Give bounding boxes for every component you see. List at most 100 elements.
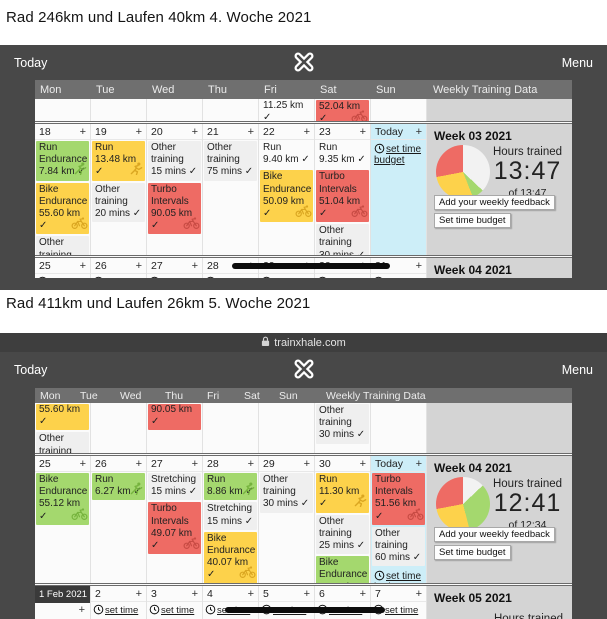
activity-entry[interactable]: Bike Endurance 50.09 km ✓ xyxy=(260,170,313,223)
menu-button[interactable]: Menu xyxy=(561,363,593,377)
add-activity-button[interactable]: + xyxy=(191,259,198,272)
activity-entry[interactable]: Other training✓ xyxy=(36,236,89,255)
set-time-link[interactable]: set time xyxy=(203,274,258,278)
set-time-label: set time xyxy=(105,277,138,278)
activity-entry[interactable]: Other training✓ xyxy=(36,432,89,453)
browser-address-bar[interactable]: trainxhale.com xyxy=(0,333,607,352)
set-time-budget-button[interactable]: Set time budget xyxy=(434,545,511,560)
day-cell-4: 4+set time xyxy=(203,586,259,619)
week-row-25-31: 25 + Bike Endurance 55.12 km ✓ 26 + Run 6.27 km… xyxy=(35,453,572,583)
add-activity-button[interactable]: + xyxy=(135,259,142,272)
activity-value: 30 mins ✓ xyxy=(319,249,366,256)
set-time-link[interactable]: set time xyxy=(315,274,370,278)
day-number: 18 xyxy=(39,126,51,138)
set-time-link[interactable]: set time xyxy=(147,274,202,278)
activity-entry[interactable]: Run 8.86 km ✓ xyxy=(204,473,257,501)
weekly-training-panel: Week 04 2021 Hours trained 12:41 of 12:3… xyxy=(427,456,572,583)
activity-entry[interactable]: Stretching 15 mins ✓ xyxy=(148,473,201,501)
add-activity-button[interactable]: + xyxy=(135,587,142,600)
activity-label: Other training xyxy=(319,515,352,539)
day-cell-7: 7 + set time xyxy=(371,586,427,619)
activity-entry[interactable]: Run 13.48 km ✓ xyxy=(92,141,145,181)
activity-entry[interactable]: Run 6.27 km ✓ xyxy=(92,473,145,501)
activity-entry[interactable]: Turbo Intervals 90.05 km ✓ xyxy=(148,182,201,235)
set-time-label: set time xyxy=(105,605,139,616)
today-button[interactable]: Today xyxy=(14,363,48,377)
add-activity-button[interactable]: + xyxy=(359,457,366,470)
day-number: 30 xyxy=(319,458,331,470)
add-activity-button[interactable]: + xyxy=(303,457,310,470)
add-activity-button[interactable]: + xyxy=(247,587,254,600)
add-activity-button[interactable]: + xyxy=(79,125,86,138)
add-activity-button[interactable]: + xyxy=(79,457,86,470)
add-activity-button[interactable]: + xyxy=(359,587,366,600)
activity-entry[interactable]: Other training 30 mins ✓ xyxy=(316,224,369,255)
add-activity-button[interactable]: + xyxy=(191,587,198,600)
day-header-thu: Thu xyxy=(165,389,184,402)
add-activity-button[interactable]: + xyxy=(79,259,86,272)
activity-entry[interactable]: Other training 15 mins ✓ xyxy=(148,141,201,181)
hours-pie-chart xyxy=(436,145,490,199)
set-time-link[interactable]: set time xyxy=(259,274,314,278)
add-activity-button[interactable]: + xyxy=(191,457,198,470)
activity-entry[interactable]: Other training 75 mins ✓ xyxy=(204,141,257,181)
add-activity-button[interactable]: + xyxy=(415,259,422,272)
activity-entry[interactable]: Bike Endurance 55.12 km ✓ xyxy=(36,473,89,525)
activity-entry[interactable]: Other training 30 mins ✓ xyxy=(260,473,313,513)
activity-entry[interactable]: 90.05 km ✓ xyxy=(148,404,201,431)
add-activity-button[interactable]: + xyxy=(415,125,422,138)
weekly-training-panel-next: Week 04 2021 Hours trained xyxy=(427,258,572,278)
set-time-link[interactable]: set time xyxy=(91,274,146,278)
add-activity-button[interactable]: + xyxy=(247,457,254,470)
menu-button[interactable]: Menu xyxy=(561,56,593,70)
activity-entry[interactable]: Bike Endurance 55.60 km ✓ xyxy=(36,182,89,235)
activity-value: 13.48 km ✓ xyxy=(95,154,137,178)
activity-entry[interactable]: Bike Endurance70.43 km ✓ xyxy=(316,556,369,583)
activity-label: Other training xyxy=(207,142,240,166)
add-activity-button[interactable]: + xyxy=(191,125,198,138)
activity-entry[interactable]: Other training 25 mins ✓ xyxy=(316,514,369,555)
activity-entry[interactable]: Run 9.35 km ✓ xyxy=(316,141,369,168)
add-activity-button[interactable]: + xyxy=(415,457,422,470)
add-activity-button[interactable]: + xyxy=(415,587,422,600)
set-time-budget-link[interactable]: set time budget xyxy=(371,567,426,583)
activity-entry[interactable]: Turbo Intervals 51.04 km ✓ xyxy=(316,170,369,223)
activity-entry[interactable]: Stretching 15 mins ✓ xyxy=(204,502,257,530)
day-cell-6: 6+set time xyxy=(315,586,371,619)
activity-label: Run xyxy=(207,474,226,485)
set-time-link[interactable]: set time xyxy=(91,602,146,618)
weekly-feedback-button[interactable]: Add your weekly feedback xyxy=(434,195,555,210)
set-time-link[interactable]: set time xyxy=(371,274,426,278)
activity-entry[interactable]: Other training 60 mins ✓ xyxy=(372,526,425,567)
activity-entry[interactable]: 55.60 km ✓ xyxy=(36,404,89,431)
weekly-feedback-button[interactable]: Add your weekly feedback xyxy=(434,527,555,542)
activity-value: 15 mins ✓ xyxy=(207,515,254,527)
set-time-budget-button[interactable]: Set time budget xyxy=(434,213,511,228)
add-activity-button[interactable]: + xyxy=(303,125,310,138)
set-time-budget-link[interactable]: set time budget xyxy=(371,140,426,169)
activity-value: 6.27 km ✓ xyxy=(95,486,142,498)
today-button[interactable]: Today xyxy=(14,56,48,70)
activity-entry[interactable]: 52.04 km ✓ xyxy=(316,100,369,121)
add-activity-button[interactable]: + xyxy=(303,587,310,600)
set-time-label: set time xyxy=(49,277,82,278)
activity-entry[interactable]: Other training 30 mins ✓ xyxy=(316,404,369,444)
add-activity-button[interactable]: + xyxy=(78,604,85,616)
activity-entry[interactable]: Turbo Intervals 49.07 km ✓ xyxy=(148,502,201,555)
add-activity-button[interactable]: + xyxy=(247,125,254,138)
day-header-thu: Thu xyxy=(208,83,227,96)
horizontal-scrollbar[interactable] xyxy=(232,263,390,269)
add-activity-button[interactable]: + xyxy=(135,125,142,138)
set-time-link[interactable]: set time xyxy=(35,274,90,278)
activity-entry[interactable]: Other training 20 mins ✓ xyxy=(92,182,145,223)
add-activity-button[interactable]: + xyxy=(359,125,366,138)
activity-entry[interactable]: Run 9.40 km ✓ xyxy=(260,141,313,168)
activity-entry[interactable]: 11.25 km ✓ xyxy=(260,99,313,121)
set-time-link[interactable]: set time xyxy=(147,602,202,618)
add-activity-button[interactable]: + xyxy=(135,457,142,470)
activity-entry[interactable]: Run Endurance 7.84 km ✓ xyxy=(36,141,89,181)
activity-entry[interactable]: Run 11.30 km ✓ xyxy=(316,473,369,513)
horizontal-scrollbar[interactable] xyxy=(225,607,385,613)
activity-entry[interactable]: Turbo Intervals 51.56 km ✓ xyxy=(372,473,425,525)
activity-entry[interactable]: Bike Endurance 40.07 km ✓ xyxy=(204,531,257,583)
